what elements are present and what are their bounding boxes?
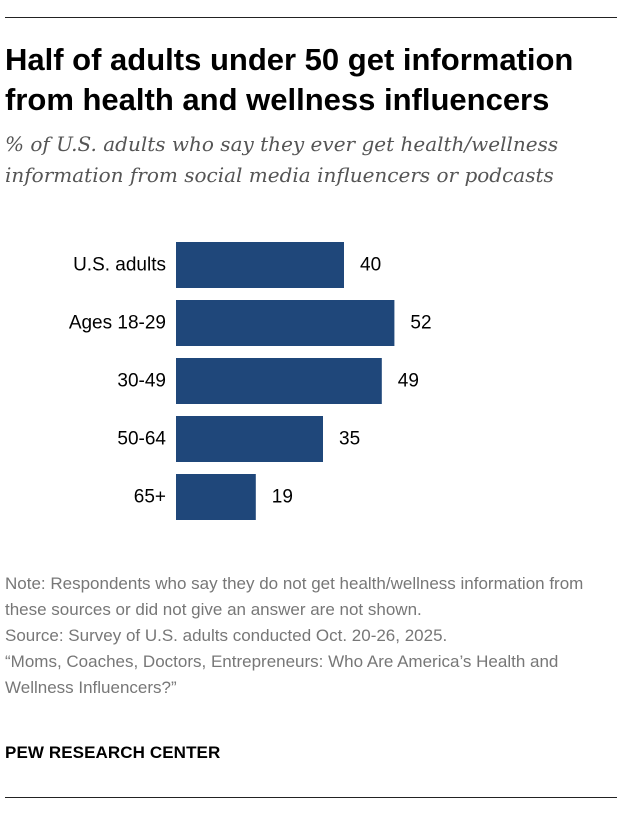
chart-title: Half of adults under 50 get information …: [5, 42, 574, 117]
category-label: Ages 18-29: [69, 313, 166, 334]
bar-group: U.S. adults 40 Ages 18-29 52 30-49 49 50-64 35 6…: [69, 242, 432, 520]
source-text: Source: Survey of U.S. adults conducted …: [5, 626, 448, 645]
bar: [176, 242, 344, 288]
category-label: U.S. adults: [73, 255, 166, 276]
top-rule: [5, 17, 617, 18]
pew-logo-text: PEW RESEARCH CENTER: [5, 743, 221, 762]
chart-notes: Note: Respondents who say they do not ge…: [5, 571, 615, 701]
report-title-text: “Moms, Coaches, Doctors, Entrepreneurs: …: [5, 652, 559, 697]
category-label: 30-49: [117, 371, 166, 392]
chart-subtitle: % of U.S. adults who say they ever get h…: [5, 132, 559, 187]
value-label: 52: [410, 313, 431, 334]
value-label: 40: [360, 255, 381, 276]
bar: [176, 300, 395, 346]
value-label: 19: [272, 487, 293, 508]
bar: [176, 416, 323, 462]
category-label: 50-64: [117, 429, 166, 450]
value-label: 35: [339, 429, 360, 450]
category-label: 65+: [134, 487, 166, 508]
bar-chart: U.S. adults 40 Ages 18-29 52 30-49 49 50-64 35 6…: [69, 242, 432, 520]
note-text: Note: Respondents who say they do not ge…: [5, 574, 584, 619]
bar: [176, 474, 256, 520]
bottom-rule: [5, 797, 617, 798]
bar: [176, 358, 382, 404]
value-label: 49: [398, 371, 419, 392]
